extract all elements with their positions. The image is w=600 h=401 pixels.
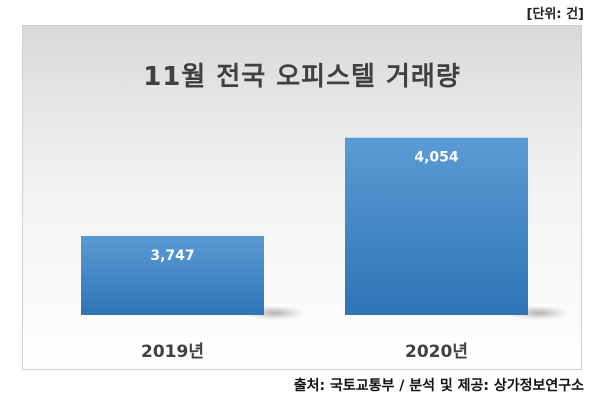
bar-chart: 3,747 2019년 4,054 2020년 bbox=[81, 137, 568, 362]
chart-title: 11월 전국 오피스텔 거래량 bbox=[143, 62, 461, 92]
category-label: 2020년 bbox=[405, 342, 468, 362]
source-note: 출처: 국토교통부 / 분석 및 제공: 상가정보연구소 bbox=[293, 378, 584, 394]
unit-label: [단위: 건] bbox=[526, 7, 585, 22]
bar-2020년 bbox=[345, 137, 528, 315]
data-label: 4,054 bbox=[414, 150, 459, 166]
chart-panel: 11월 전국 오피스텔 거래량 3,747 2019년 4,054 2020년 bbox=[22, 25, 582, 370]
category-label: 2019년 bbox=[141, 342, 204, 362]
bar-2019년 bbox=[81, 235, 264, 315]
data-label: 3,747 bbox=[150, 248, 194, 264]
